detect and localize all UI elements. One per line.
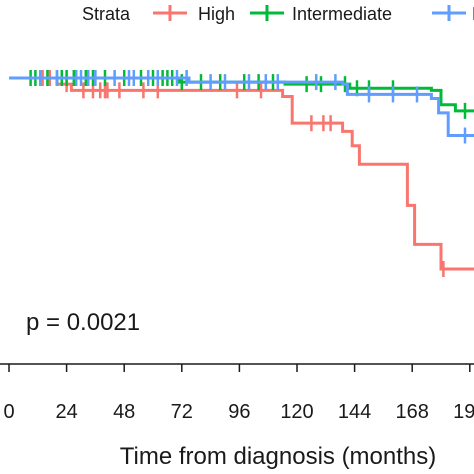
legend-items: High Intermediate L <box>153 4 474 24</box>
legend: Strata High Intermediate L <box>82 4 474 24</box>
x-tick-label-96: 96 <box>228 401 250 423</box>
legend-item-l: L <box>432 4 474 24</box>
x-tick-label-168: 168 <box>396 401 429 423</box>
legend-label-l: L <box>472 4 474 24</box>
series-line-high <box>9 76 474 271</box>
series-line-l <box>9 76 474 138</box>
p-value-annotation: p = 0.0021 <box>26 309 140 336</box>
series-line-intermediate <box>9 76 474 113</box>
legend-item-intermediate: Intermediate <box>250 4 392 24</box>
plot-series <box>9 70 474 277</box>
x-axis: 0 24 48 72 96 120 144 168 192 <box>0 363 474 423</box>
x-tick-label-24: 24 <box>55 401 77 423</box>
x-axis-title: Time from diagnosis (months) <box>120 443 437 470</box>
series-high <box>9 70 474 277</box>
x-tick-label-192: 192 <box>453 401 474 423</box>
legend-item-high: High <box>153 4 235 24</box>
legend-title: Strata <box>82 4 131 24</box>
legend-label-intermediate: Intermediate <box>292 4 392 24</box>
series-l <box>9 70 474 144</box>
x-tick-label-144: 144 <box>338 401 371 423</box>
x-tick-label-120: 120 <box>280 401 313 423</box>
x-tick-label-72: 72 <box>171 401 193 423</box>
x-tick-label-0: 0 <box>3 401 14 423</box>
x-tick-label-48: 48 <box>113 401 135 423</box>
legend-label-high: High <box>198 4 235 24</box>
